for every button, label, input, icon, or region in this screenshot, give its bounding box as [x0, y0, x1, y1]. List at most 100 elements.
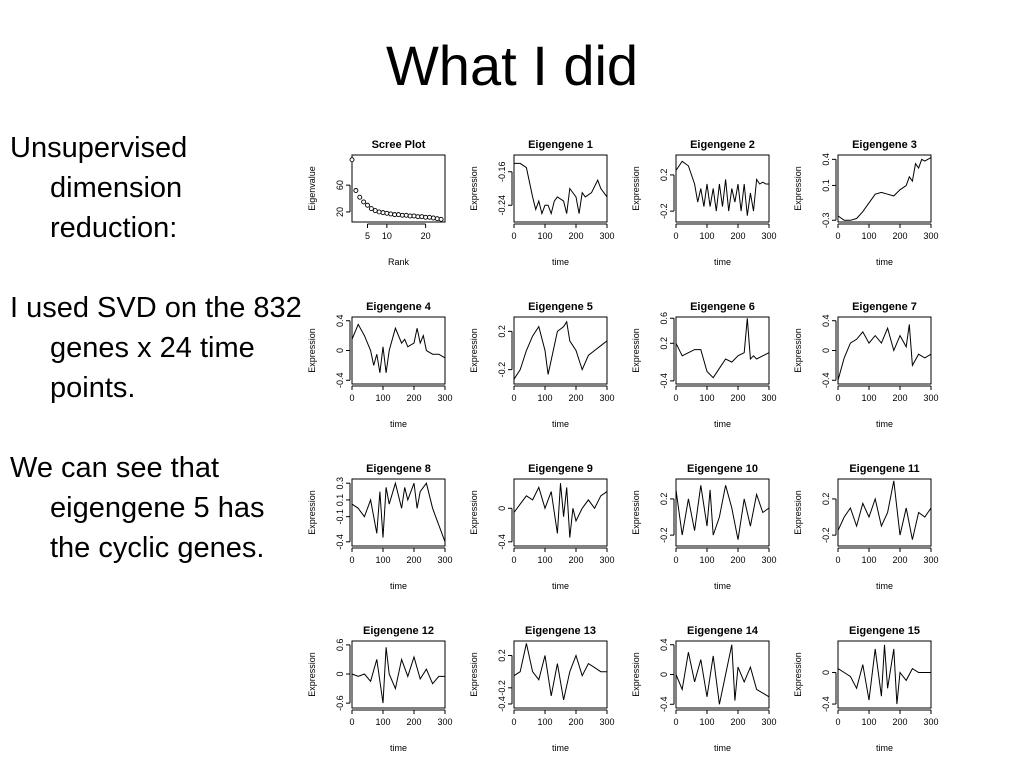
x-tick-label: 300 [599, 717, 614, 727]
x-axis-label: time [390, 581, 407, 591]
chart-6: Eigengene 5 0 100 200 300 0.2 -0.2 time Expressi… [469, 301, 615, 429]
chart-title: Scree Plot [372, 139, 426, 151]
y-tick-label: 0.2 [497, 649, 507, 662]
y-tick-label: -0.2 [497, 680, 507, 696]
y-tick-label: -0.1 [335, 509, 345, 525]
y-axis-label: Expression [631, 328, 641, 373]
chart-3: Eigengene 2 0 100 200 300 0.2 -0.2 time Expressi… [631, 139, 777, 267]
chart-11: Eigengene 10 0 100 200 300 0.2 -0.2 time Express… [631, 463, 777, 591]
chart-title: Eigengene 11 [849, 463, 919, 475]
x-axis-label: time [552, 743, 569, 753]
chart-title: Eigengene 3 [852, 139, 917, 151]
x-tick-label: 300 [761, 393, 776, 403]
x-tick-label: 200 [892, 717, 907, 727]
data-point [353, 188, 359, 193]
data-point [388, 211, 394, 217]
data-point [399, 212, 405, 218]
x-tick-label: 300 [437, 717, 452, 727]
x-tick-label: 100 [861, 717, 876, 727]
x-axis-label: Rank [388, 257, 410, 267]
chart-8: Eigengene 7 0 100 200 300 0.4 0 -0.4 time Express… [793, 301, 939, 429]
chart-13: Eigengene 12 0 100 200 300 0.6 0 -0.6 time Expres… [307, 625, 453, 753]
x-tick-label: 0 [673, 717, 678, 727]
series-line [514, 162, 608, 216]
series-line [837, 644, 931, 705]
x-tick-label: 200 [568, 231, 583, 241]
y-axis-label: Expression [793, 490, 803, 535]
x-tick-label: 300 [437, 393, 452, 403]
data-point [415, 214, 421, 220]
chart-title: Eigengene 5 [528, 301, 593, 313]
x-tick-label: 200 [892, 555, 907, 565]
x-axis-label: time [714, 581, 731, 591]
data-point [392, 212, 398, 218]
data-point [349, 157, 355, 163]
x-tick-label: 300 [437, 555, 452, 565]
x-tick-label: 100 [699, 231, 714, 241]
y-tick-label: 0.3 [335, 477, 345, 490]
x-tick-label: 300 [923, 717, 938, 727]
x-axis-label: time [552, 419, 569, 429]
x-axis-label: time [876, 257, 893, 267]
y-tick-label: 0.2 [659, 493, 669, 506]
y-axis-label: Expression [307, 328, 317, 373]
x-tick-label: 200 [406, 555, 421, 565]
eigengene-chart-grid: Scree Plot 5 10 20 20 60 Rank Eigenvalue Eigenge… [300, 130, 1024, 768]
y-tick-label: 0.6 [335, 639, 345, 652]
x-tick-label: 200 [568, 393, 583, 403]
y-axis-label: Expression [793, 328, 803, 373]
y-axis-label: Expression [469, 652, 479, 697]
x-tick-label: 200 [568, 555, 583, 565]
y-tick-label: -0.2 [659, 527, 669, 543]
data-point [376, 209, 382, 215]
x-axis-label: time [552, 581, 569, 591]
plot-frame [675, 478, 770, 547]
chart-title: Eigengene 15 [849, 625, 920, 637]
x-tick-label: 200 [892, 393, 907, 403]
x-tick-label: 0 [511, 717, 516, 727]
data-point [368, 206, 374, 212]
y-axis-label: Expression [469, 328, 479, 373]
x-tick-label: 100 [699, 717, 714, 727]
y-tick-label: -0.3 [821, 213, 831, 229]
chart-title: Eigengene 14 [687, 625, 759, 637]
plot-frame [675, 316, 770, 385]
chart-title: Eigengene 2 [690, 139, 755, 151]
x-axis-label: time [714, 419, 731, 429]
chart-9: Eigengene 8 0 100 200 300 0.3 0.1 -0.1 -0.4 time E… [307, 463, 453, 591]
x-tick-label: 5 [365, 231, 370, 241]
chart-title: Eigengene 4 [366, 301, 432, 313]
y-tick-label: 0.2 [821, 493, 831, 506]
plot-frame [837, 316, 932, 385]
chart-4: Eigengene 3 0 100 200 300 0.4 0.1 -0.3 time Expre… [793, 139, 939, 267]
x-axis-label: time [390, 419, 407, 429]
chart-title: Eigengene 9 [528, 463, 593, 475]
x-tick-label: 300 [599, 555, 614, 565]
bullet-item: Unsupervised dimension reduction: [10, 132, 188, 244]
x-tick-label: 0 [835, 555, 840, 565]
x-tick-label: 0 [349, 393, 354, 403]
x-tick-label: 100 [375, 555, 390, 565]
y-tick-label: 0 [335, 348, 345, 353]
x-tick-label: 0 [835, 717, 840, 727]
x-tick-label: 0 [673, 555, 678, 565]
data-point [411, 213, 417, 219]
data-point [361, 199, 367, 205]
y-tick-label: -0.4 [659, 697, 669, 713]
y-tick-label: 20 [335, 207, 345, 217]
x-tick-label: 200 [406, 393, 421, 403]
x-tick-label: 300 [923, 393, 938, 403]
y-tick-label: 0.4 [335, 314, 345, 327]
chart-2: Eigengene 1 0 100 200 300 -0.16 -0.24 time Expre… [469, 139, 615, 267]
chart-title: Eigengene 12 [363, 625, 434, 637]
x-tick-label: 0 [511, 555, 516, 565]
x-axis-label: time [390, 743, 407, 753]
chart-title: Eigengene 6 [690, 301, 755, 313]
x-axis-label: time [876, 581, 893, 591]
data-point [384, 210, 390, 216]
series-line [675, 160, 769, 216]
plot-frame [351, 478, 446, 547]
x-tick-label: 300 [923, 555, 938, 565]
data-point [380, 210, 386, 216]
bullet-item: We can see that eigengene 5 has the cycl… [10, 452, 265, 564]
